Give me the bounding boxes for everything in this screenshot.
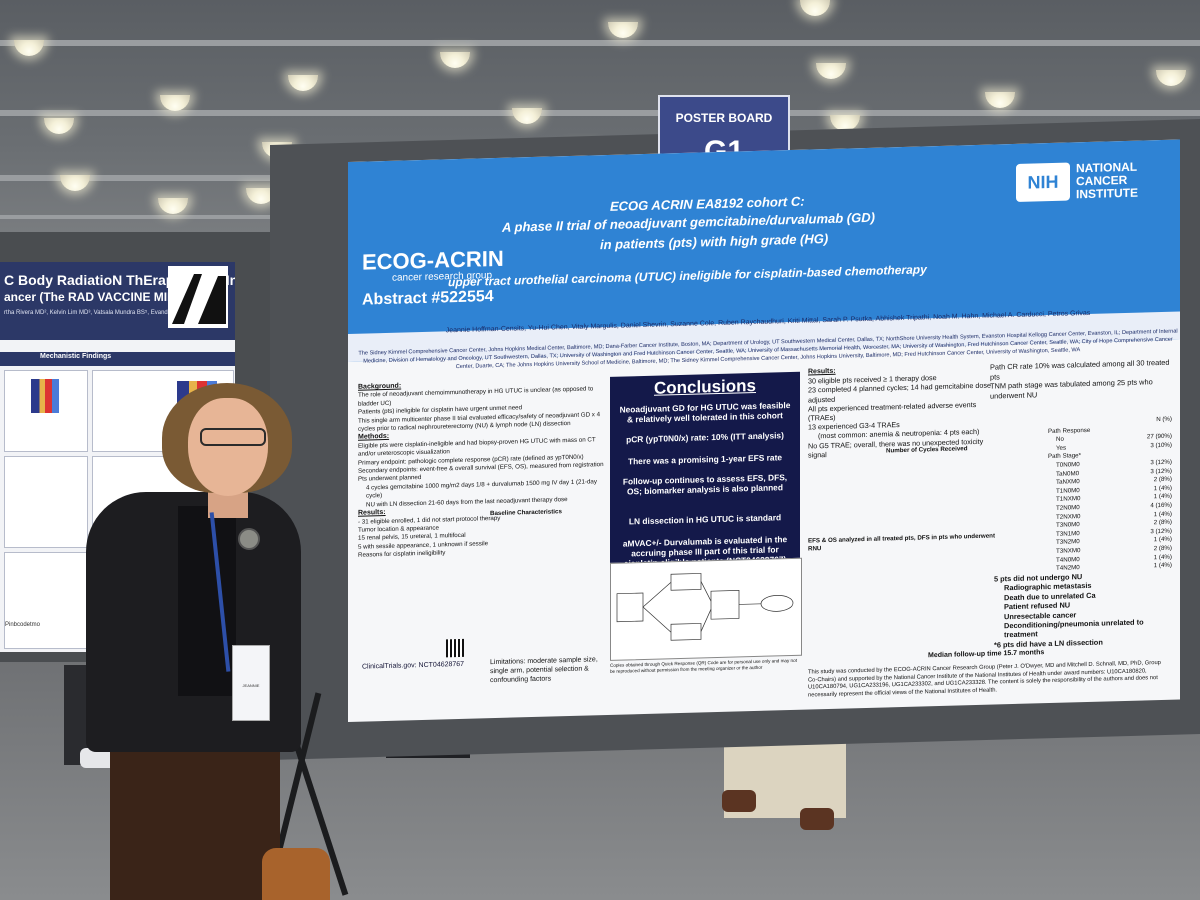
conclusion-item: Neoadjuvant GD for HG UTUC was feasible … xyxy=(619,400,791,425)
nih-logo-text: NATIONAL CANCER INSTITUTE xyxy=(1076,160,1138,202)
background-person-shoe xyxy=(722,790,756,812)
left-poster-banner: C Body RadiatioN ThErapy as an In ancer … xyxy=(0,262,235,340)
qr-code[interactable] xyxy=(446,638,464,658)
trial-schema-diagram xyxy=(610,557,802,661)
path-table-cell: 3 (10%) xyxy=(1150,441,1172,450)
left-poster-figure xyxy=(4,456,88,548)
left-poster-figure xyxy=(4,370,88,452)
conclusion-item: LN dissection in HG UTUC is standard xyxy=(628,512,782,527)
path-table-cell: Yes xyxy=(1056,444,1067,452)
funding-statement: This study was conducted by the ECOG-ACR… xyxy=(808,660,1161,699)
main-poster: ECOG-ACRIN cancer research group Abstrac… xyxy=(348,139,1180,722)
nih-logo: NIH xyxy=(1016,162,1070,202)
left-poster-authors: rtha Rivera MD², Kelvin Lim MD³, Vatsala… xyxy=(4,310,189,316)
handbag xyxy=(262,848,330,900)
left-poster-footer: Pinbcodetmo xyxy=(5,622,41,628)
limitations: Limitations: moderate sample size, singl… xyxy=(490,656,598,685)
conclusion-item: There was a promising 1-year EFS rate xyxy=(627,452,783,467)
conclusion-item: pCR (ypT0N0/x) rate: 10% (ITT analysis) xyxy=(626,430,784,445)
person-face xyxy=(188,398,268,496)
median-followup: Median follow-up time 15.7 months xyxy=(928,649,1045,660)
path-response-table: N (%) Path Response No 27 (90%) Yes 3 (10%)… xyxy=(1048,416,1172,574)
nu-notes: 5 pts did not undergo NU Radiographic me… xyxy=(994,570,1174,650)
eyeglasses xyxy=(200,428,266,446)
path-table-cell: No xyxy=(1056,435,1064,444)
path-table-rows: No 27 (90%) Yes 3 (10%) Path Stage* T0N0M0 3 (… xyxy=(1048,433,1172,574)
name-badge xyxy=(232,645,270,721)
background-person-shoe xyxy=(800,808,834,830)
left-poster-section-bar xyxy=(0,352,235,366)
necklace-pendant xyxy=(238,528,260,550)
nih-logo-text-line: INSTITUTE xyxy=(1076,185,1138,202)
clinicaltrials-id: ClinicalTrials.gov: NCT04628767 xyxy=(362,660,465,671)
background-methods-column: Background: The role of neoadjuvant chem… xyxy=(358,377,606,560)
badge-name: JEANNIE xyxy=(242,683,260,688)
poster-board-label: POSTER BOARD xyxy=(675,111,773,125)
abstract-number: Abstract #522554 xyxy=(362,288,494,309)
left-poster-section-title: Mechanistic Findings xyxy=(40,353,112,360)
left-poster-title-line2: ancer (The RAD VACCINE MIBC Trial) xyxy=(4,290,217,304)
left-poster-logo xyxy=(168,266,228,328)
conclusions-title: Conclusions xyxy=(653,375,756,398)
conclusion-item: Follow-up continues to assess EFS, DFS, … xyxy=(622,472,788,497)
efs-os-heading: EFS & OS analyzed in all treated pts, DF… xyxy=(808,532,996,553)
right-notes: Path CR rate 10% was calculated among al… xyxy=(990,358,1170,401)
right-note-item: TNM path stage was tabulated among 25 pt… xyxy=(990,377,1153,401)
left-poster-figure xyxy=(4,552,88,649)
